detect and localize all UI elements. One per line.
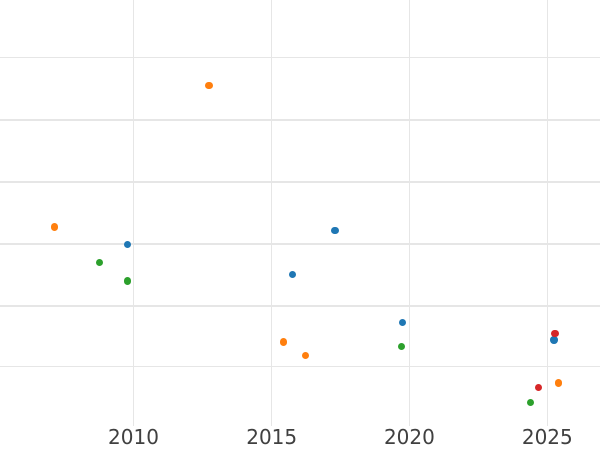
horizontal-gridline: [0, 181, 600, 183]
scatter-point-series-green: [397, 342, 406, 351]
vertical-gridline: [408, 0, 411, 426]
scatter-point-series-orange: [301, 351, 310, 360]
scatter-point-series-blue: [398, 318, 407, 327]
scatter-point-series-green: [526, 398, 535, 407]
scatter-point-series-orange: [205, 81, 213, 90]
vertical-gridline: [546, 0, 549, 426]
scatter-point-series-orange: [50, 223, 59, 231]
scatter-point-series-blue: [123, 240, 132, 249]
scatter-point-series-red: [534, 383, 543, 392]
horizontal-gridline: [0, 56, 600, 59]
vertical-gridline: [270, 0, 273, 426]
scatter-point-series-blue: [331, 226, 339, 235]
x-tick-label: 2025: [521, 425, 573, 449]
x-tick-label: 2020: [383, 425, 435, 449]
horizontal-gridline: [0, 305, 600, 307]
scatter-point-series-green: [123, 277, 132, 285]
scatter-point-series-orange: [279, 338, 288, 346]
scatter-point-series-red: [551, 329, 559, 338]
horizontal-gridline: [0, 243, 600, 245]
horizontal-gridline: [0, 365, 600, 368]
scatter-point-series-blue: [288, 270, 297, 279]
vertical-gridline: [132, 0, 135, 426]
x-tick-label: 2010: [108, 425, 159, 449]
scatter-point-series-blue: [550, 336, 558, 344]
scatter-point-series-green: [95, 258, 104, 267]
horizontal-gridline: [0, 119, 600, 121]
x-tick-label: 2015: [246, 425, 298, 449]
scatter-point-series-orange: [554, 379, 563, 387]
